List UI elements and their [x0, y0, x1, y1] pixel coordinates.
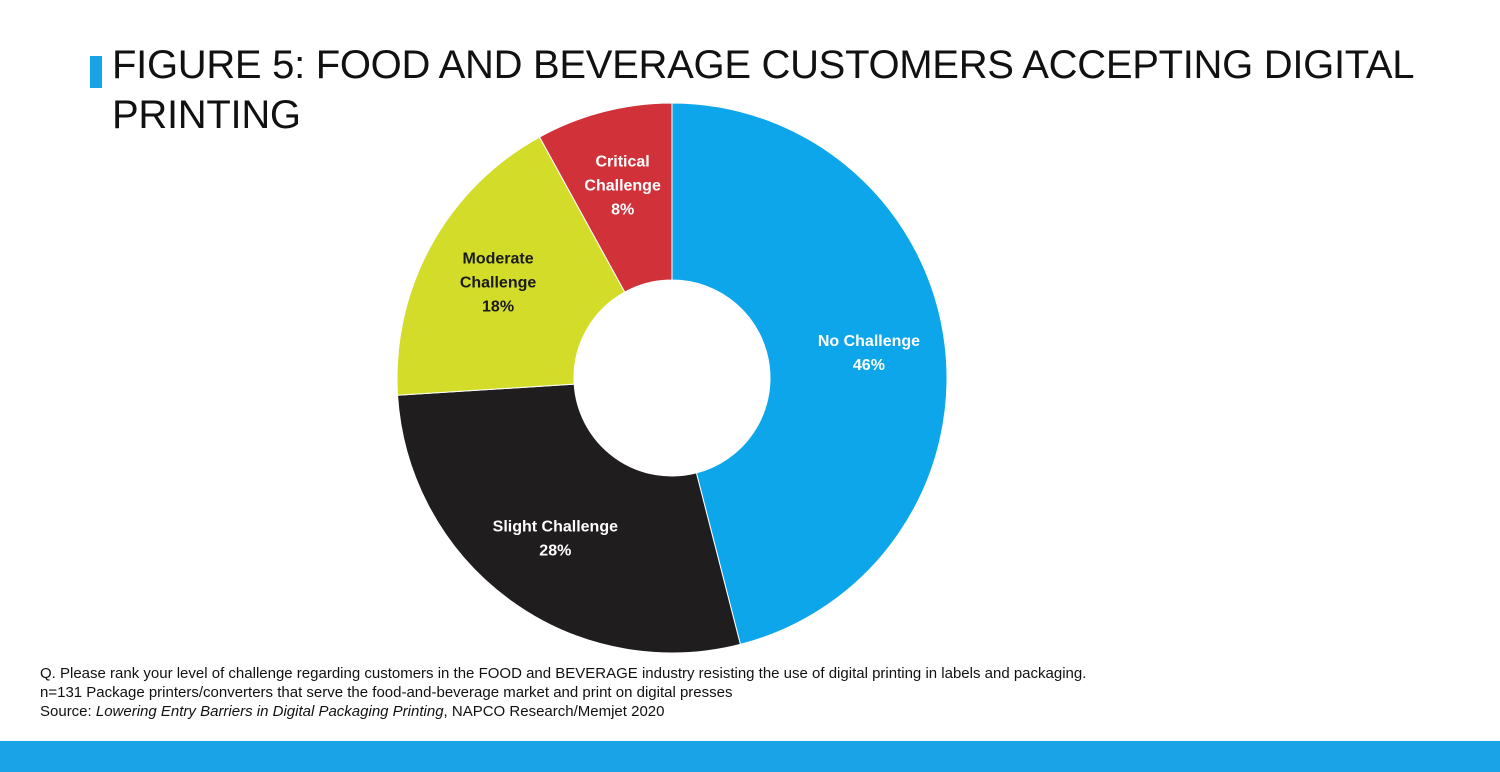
slice-no-challenge	[671, 102, 948, 645]
chart-notes: Q. Please rank your level of challenge r…	[40, 664, 1480, 721]
slice-name-label: Slight Challenge	[493, 519, 618, 536]
slice-value-label: 8%	[611, 202, 634, 219]
footer-bar	[0, 741, 1500, 772]
slice-name-label: Critical	[596, 154, 650, 171]
slice-label-moderate-challenge: Moderate Challenge 18%	[460, 250, 537, 315]
survey-question: Q. Please rank your level of challenge r…	[40, 665, 1087, 682]
slice-value-label: 28%	[539, 543, 571, 560]
slice-name-label: Challenge	[584, 178, 661, 195]
slice-value-label: 46%	[853, 357, 885, 374]
slice-label-no-challenge: No Challenge 46%	[818, 333, 920, 374]
slice-slight-challenge	[397, 383, 741, 654]
title-accent-marker	[90, 56, 102, 88]
slice-critical-challenge	[538, 102, 673, 293]
slice-name-label: No Challenge	[818, 333, 920, 350]
source-note: Source: Lowering Entry Barriers in Digit…	[40, 702, 1480, 721]
sample-size-note: n=131 Package printers/converters that s…	[40, 684, 733, 701]
chart-title: FIGURE 5: FOOD AND BEVERAGE CUSTOMERS AC…	[112, 43, 1413, 137]
slice-label-slight-challenge: Slight Challenge 28%	[493, 519, 618, 560]
source-prefix: Source:	[40, 703, 96, 720]
slice-name-label: Moderate	[462, 250, 533, 267]
source-suffix: , NAPCO Research/Memjet 2020	[443, 703, 665, 720]
slice-moderate-challenge	[396, 136, 626, 396]
source-title: Lowering Entry Barriers in Digital Packa…	[95, 703, 444, 720]
slice-value-label: 18%	[482, 298, 514, 315]
slice-label-critical-challenge: Critical Challenge 8%	[584, 154, 661, 219]
slice-name-label: Challenge	[460, 274, 537, 291]
